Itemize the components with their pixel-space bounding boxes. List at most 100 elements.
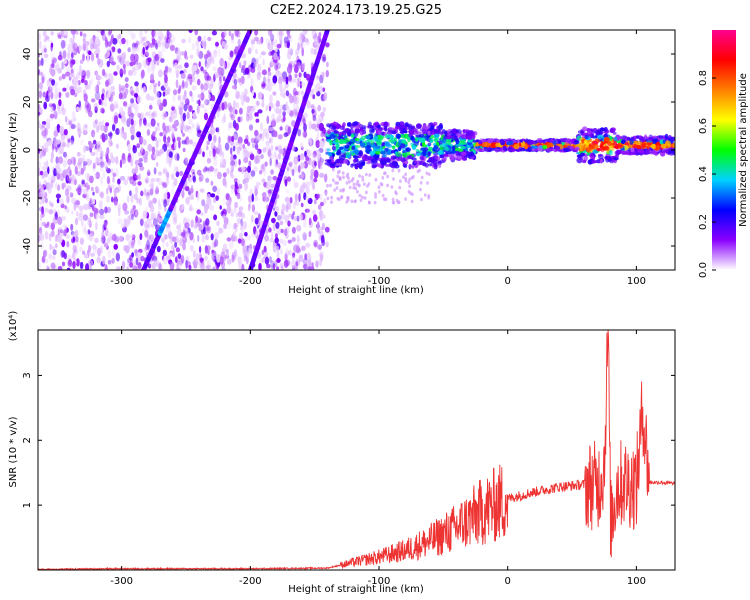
heatmap-noise-cell — [407, 180, 411, 184]
heatmap-noise-cell — [169, 44, 175, 51]
heatmap-noise-cell — [94, 150, 99, 156]
heatmap-noise-cell — [172, 217, 178, 225]
heatmap-noise-cell — [363, 196, 367, 200]
heatmap-noise-cell — [121, 222, 126, 229]
heatmap-noise-cell — [193, 65, 198, 72]
heatmap-noise-cell — [230, 154, 235, 163]
heatmap-noise-cell — [107, 73, 113, 78]
heatmap-noise-cell — [156, 245, 161, 253]
heatmap-noise-cell — [110, 61, 116, 66]
heatmap-noise-cell — [229, 112, 233, 118]
heatmap-signal-cell — [599, 127, 605, 132]
heatmap-noise-cell — [38, 227, 43, 235]
heatmap-noise-cell — [300, 162, 304, 170]
heatmap-noise-cell — [222, 243, 228, 250]
heatmap-noise-cell — [332, 168, 335, 172]
heatmap-noise-cell — [279, 248, 283, 255]
heatmap-noise-cell — [152, 131, 156, 137]
heatmap-noise-cell — [275, 159, 279, 165]
heatmap-signal-cell — [597, 134, 603, 140]
heatmap-noise-cell — [140, 255, 145, 262]
heatmap-noise-cell — [171, 114, 176, 121]
heatmap-noise-cell — [410, 176, 414, 180]
heatmap-signal-cell — [391, 130, 397, 135]
heatmap-noise-cell — [230, 160, 236, 166]
heatmap-signal-cell — [455, 129, 462, 135]
heatmap-noise-cell — [254, 188, 258, 197]
heatmap-signal-cell — [597, 130, 604, 135]
heatmap-noise-cell — [92, 139, 97, 145]
heatmap-noise-cell — [280, 211, 286, 220]
heatmap-noise-cell — [41, 196, 45, 205]
heatmap-noise-cell — [39, 40, 42, 50]
heatmap-noise-cell — [49, 231, 55, 238]
heatmap-noise-cell — [47, 80, 50, 85]
heatmap-noise-cell — [107, 89, 111, 94]
heatmap-noise-cell — [383, 171, 387, 175]
heatmap-noise-cell — [374, 177, 378, 182]
heatmap-noise-cell — [244, 177, 249, 183]
heatmap-noise-cell — [147, 143, 153, 152]
heatmap-signal-cell — [439, 144, 445, 148]
heatmap-noise-cell — [291, 213, 295, 220]
heatmap-noise-cell — [181, 254, 185, 264]
heatmap-noise-cell — [91, 98, 96, 103]
heatmap-signal-cell — [344, 144, 350, 149]
heatmap-noise-cell — [239, 107, 243, 115]
heatmap-noise-cell — [197, 35, 202, 42]
heatmap-noise-cell — [233, 100, 236, 108]
x-tick-label: -300 — [110, 576, 133, 587]
heatmap-noise-cell — [137, 181, 142, 186]
heatmap-noise-cell — [44, 141, 49, 149]
heatmap-noise-cell — [271, 118, 277, 127]
heatmap-signal-cell — [603, 136, 610, 142]
heatmap-noise-cell — [276, 250, 280, 260]
x-tick-label: -300 — [110, 276, 133, 287]
heatmap-noise-cell — [229, 170, 233, 177]
heatmap-noise-cell — [299, 153, 305, 161]
heatmap-noise-cell — [83, 123, 89, 132]
heatmap-noise-cell — [211, 30, 217, 36]
heatmap-noise-cell — [42, 91, 47, 98]
heatmap-noise-cell — [219, 205, 222, 210]
heatmap-signal-cell — [460, 134, 467, 139]
heatmap-noise-cell — [196, 49, 200, 57]
heatmap-noise-cell — [43, 147, 49, 153]
heatmap-noise-cell — [71, 210, 74, 215]
heatmap-noise-cell — [207, 140, 210, 145]
heatmap-noise-cell — [269, 61, 273, 67]
heatmap-noise-cell — [266, 263, 271, 269]
heatmap-noise-cell — [192, 111, 197, 120]
heatmap-noise-cell — [368, 173, 372, 177]
heatmap-noise-cell — [137, 151, 142, 157]
heatmap-noise-cell — [164, 207, 167, 212]
heatmap-signal-cell — [384, 133, 390, 139]
heatmap-signal-cell — [369, 127, 375, 134]
heatmap-noise-cell — [87, 184, 91, 190]
heatmap-signal-cell — [579, 152, 585, 157]
heatmap-noise-cell — [177, 94, 182, 101]
heatmap-noise-cell — [111, 124, 116, 132]
heatmap-signal-cell — [584, 135, 589, 140]
heatmap-noise-cell — [175, 79, 179, 89]
heatmap-noise-cell — [90, 151, 96, 156]
heatmap-noise-cell — [316, 131, 320, 139]
heatmap-noise-cell — [272, 222, 276, 231]
heatmap-noise-cell — [39, 229, 44, 237]
heatmap-noise-cell — [281, 203, 286, 212]
snr-series-line — [38, 330, 675, 570]
heatmap-noise-cell — [143, 59, 149, 69]
heatmap-noise-cell — [265, 196, 270, 202]
heatmap-noise-cell — [120, 85, 126, 91]
heatmap-noise-cell — [41, 255, 46, 264]
heatmap-noise-cell — [268, 106, 272, 112]
heatmap-noise-cell — [73, 117, 77, 122]
heatmap-noise-cell — [65, 142, 71, 148]
heatmap-noise-cell — [239, 77, 243, 87]
heatmap-noise-cell — [275, 47, 278, 53]
heatmap-noise-cell — [299, 81, 303, 89]
heatmap-noise-cell — [164, 65, 170, 73]
heatmap-noise-cell — [263, 250, 269, 258]
heatmap-noise-cell — [291, 255, 296, 262]
heatmap-noise-cell — [49, 88, 53, 96]
